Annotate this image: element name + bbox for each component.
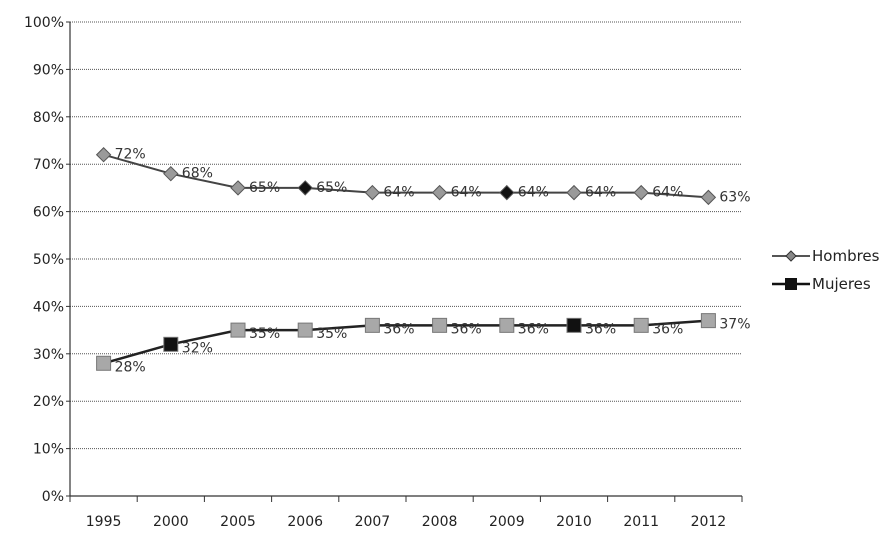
- legend-item-mujeres: Mujeres: [772, 272, 879, 296]
- x-tick-labels: 1995 2000 2005 2006 2007 2008 2009 2010 2011 2012: [86, 514, 726, 530]
- data-label-hombres: 65%: [249, 180, 280, 196]
- square-marker-icon: [772, 278, 810, 290]
- gridlines: [70, 21, 742, 450]
- data-label-mujeres: 36%: [451, 321, 482, 337]
- y-tick-label: 10%: [33, 442, 64, 458]
- data-label-hombres: 64%: [518, 185, 549, 201]
- x-tick-label: 2012: [691, 514, 727, 530]
- data-point-hombres: [431, 184, 448, 201]
- x-tick-label: 2010: [556, 514, 592, 530]
- legend-label-mujeres: Mujeres: [812, 275, 871, 293]
- data-label-mujeres: 36%: [585, 321, 616, 337]
- x-tick-label: 1995: [86, 514, 122, 530]
- data-point-mujeres: [364, 317, 380, 333]
- y-tick-label: 70%: [33, 157, 64, 173]
- data-label-mujeres: 28%: [115, 359, 146, 375]
- data-point-hombres: [633, 184, 649, 201]
- y-tick-label: 80%: [33, 110, 64, 126]
- data-point-mujeres: [700, 313, 716, 329]
- data-label-hombres: 72%: [115, 147, 146, 163]
- data-point-mujeres: [163, 336, 179, 352]
- x-tick-label: 2005: [220, 514, 256, 530]
- series-line-hombres: [103, 153, 709, 199]
- x-tick-label: 2011: [623, 514, 659, 530]
- data-label-hombres: 63%: [719, 189, 750, 205]
- y-tick-label: 50%: [33, 252, 64, 268]
- data-point-hombres: [364, 184, 381, 201]
- data-label-hombres: 64%: [451, 185, 482, 201]
- data-point-hombres: [163, 165, 179, 182]
- data-point-hombres: [499, 184, 515, 201]
- data-point-hombres: [566, 184, 582, 201]
- x-tick-label: 2007: [355, 514, 391, 530]
- data-label-mujeres: 36%: [518, 321, 549, 337]
- data-label-mujeres: 32%: [182, 340, 213, 356]
- x-tick-label: 2008: [422, 514, 458, 530]
- y-tick-label: 40%: [33, 299, 64, 315]
- data-point-mujeres: [633, 317, 649, 333]
- data-label-hombres: 64%: [585, 185, 616, 201]
- data-point-mujeres: [96, 355, 112, 371]
- data-point-mujeres: [566, 317, 582, 333]
- data-label-mujeres: 37%: [719, 317, 750, 333]
- series-line-mujeres: [103, 319, 709, 365]
- data-point-mujeres: [230, 322, 246, 338]
- data-point-mujeres: [297, 322, 313, 338]
- y-tick-label: 0%: [42, 489, 64, 505]
- data-label-mujeres: 35%: [249, 326, 280, 342]
- legend: Hombres Mujeres: [772, 244, 879, 300]
- y-tick-label: 60%: [33, 205, 64, 221]
- y-tick-label: 90%: [33, 62, 64, 78]
- y-tick-label: 100%: [24, 15, 64, 31]
- legend-label-hombres: Hombres: [812, 247, 880, 265]
- x-tick-label: 2006: [287, 514, 323, 530]
- data-point-mujeres: [499, 317, 515, 333]
- axes: [66, 21, 743, 502]
- data-label-mujeres: 36%: [652, 321, 683, 337]
- y-tick-label: 30%: [33, 347, 64, 363]
- data-label-hombres: 64%: [652, 185, 683, 201]
- data-label-hombres: 64%: [383, 185, 414, 201]
- data-label-hombres: 68%: [182, 166, 213, 182]
- data-point-hombres: [700, 189, 717, 206]
- data-point-hombres: [95, 147, 112, 163]
- legend-item-hombres: Hombres: [772, 244, 879, 268]
- data-point-hombres: [230, 180, 246, 196]
- series-layer: [95, 147, 717, 371]
- data-label-mujeres: 36%: [383, 321, 414, 337]
- x-tick-label: 2000: [153, 514, 189, 530]
- y-tick-label: 20%: [33, 394, 64, 410]
- data-label-mujeres: 35%: [316, 326, 347, 342]
- x-tick-label: 2009: [489, 514, 525, 530]
- data-label-hombres: 65%: [316, 180, 347, 196]
- diamond-marker-icon: [772, 250, 810, 262]
- data-point-hombres: [297, 180, 313, 196]
- y-tick-labels: 0% 10% 20% 30% 40% 50% 60% 70% 80% 90% 100%: [24, 15, 64, 505]
- data-labels: 72% 68% 65% 65% 64% 64% 64% 64% 64% 63% 28% 32% 35% 3…: [115, 147, 751, 376]
- data-point-mujeres: [432, 317, 448, 333]
